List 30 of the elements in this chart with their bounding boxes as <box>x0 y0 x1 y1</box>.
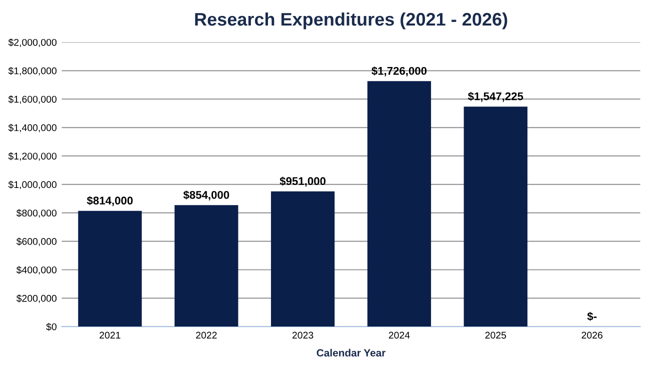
bar <box>464 106 528 327</box>
y-tick-label: $1,200,000 <box>8 152 57 161</box>
data-label: $854,000 <box>183 190 230 200</box>
data-label: $951,000 <box>280 176 326 187</box>
data-label: $1,726,000 <box>372 66 427 76</box>
bar <box>367 81 432 327</box>
bar <box>174 205 238 327</box>
x-tick-label: 2023 <box>292 332 314 339</box>
y-tick-label: $1,400,000 <box>8 124 57 132</box>
x-tick-label: 2024 <box>388 332 410 339</box>
y-tick-label: $200,000 <box>16 294 57 303</box>
y-tick-label: $2,000,000 <box>8 38 57 47</box>
y-tick-label: $1,600,000 <box>8 95 57 104</box>
y-tick-label: $400,000 <box>16 266 57 275</box>
bar <box>270 191 335 327</box>
data-label: $- <box>587 312 597 321</box>
data-label: $1,547,225 <box>468 92 524 102</box>
x-tick-label: 2025 <box>485 332 506 339</box>
x-tick-label: 2026 <box>582 332 602 339</box>
x-tick-label: 2021 <box>100 332 120 339</box>
y-tick-label: $1,800,000 <box>8 66 57 76</box>
bar <box>78 210 142 327</box>
data-label: $814,000 <box>86 196 133 206</box>
y-tick-label: $600,000 <box>16 238 57 246</box>
y-tick-label: $1,000,000 <box>8 180 57 190</box>
x-tick-label: 2022 <box>196 332 217 339</box>
y-tick-label: $800,000 <box>16 209 57 218</box>
chart-title: Research Expenditures (2021 - 2026) <box>195 12 508 30</box>
x-axis-title: Calendar Year <box>316 348 386 357</box>
y-tick-label: $0 <box>46 322 57 331</box>
